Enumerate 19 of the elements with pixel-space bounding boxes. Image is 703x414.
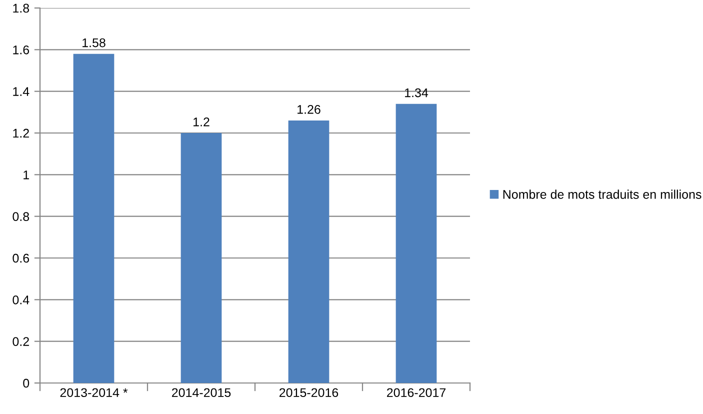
data-label: 1.26	[298, 105, 320, 114]
y-tick-label: 0.8	[12, 212, 30, 221]
y-tick-label: 0.4	[12, 295, 30, 304]
x-tick-label: 2014-2015	[172, 388, 231, 398]
y-tick-label: 0.6	[12, 254, 30, 263]
data-label: 1.58	[82, 38, 106, 48]
data-label: 1.34	[405, 88, 428, 98]
y-tick-label: 1.4	[13, 87, 30, 96]
data-label: 1.2	[194, 118, 210, 126]
legend-label: Nombre de mots traduits en millions	[503, 190, 702, 199]
y-tick-label: 0	[23, 378, 30, 388]
y-tick-label: 1.6	[13, 45, 30, 54]
y-tick-label: 1.2	[13, 128, 29, 138]
y-tick-label: 1.8	[13, 4, 30, 13]
x-tick-label: 2015-2016	[279, 388, 338, 398]
y-tick-label: 0.2	[12, 337, 29, 346]
x-tick-label: 2013-2014 *	[60, 388, 128, 398]
y-tick-label: 1	[24, 170, 29, 180]
x-tick-label: 2016-2017	[386, 388, 446, 398]
